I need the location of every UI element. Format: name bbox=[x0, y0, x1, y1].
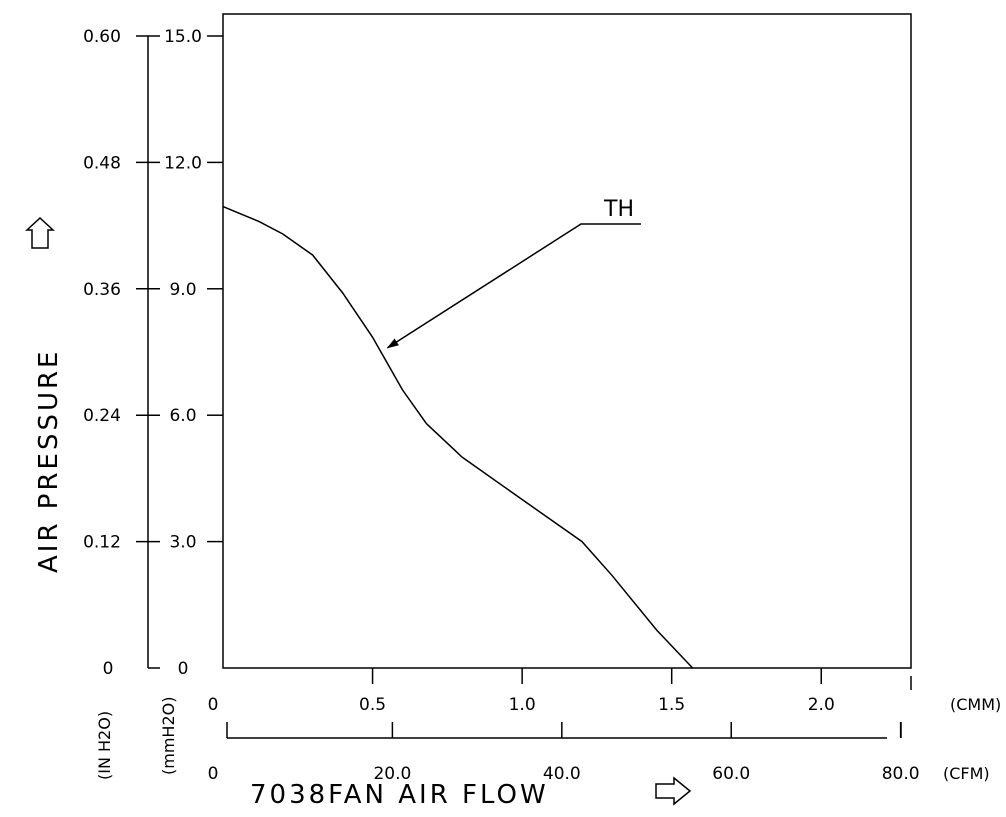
x-tick-primary-label: 1.0 bbox=[509, 695, 536, 715]
x-tick-secondary-label: 80.0 bbox=[882, 764, 920, 784]
right-arrow-icon bbox=[655, 776, 692, 806]
y-tick-primary-label: 12.0 bbox=[164, 153, 202, 173]
y-tick-secondary-label: 0.12 bbox=[83, 533, 121, 553]
x-tick-secondary-label: 20.0 bbox=[373, 764, 411, 784]
y-axis-title: AIR PRESSURE bbox=[34, 349, 64, 574]
x-tick-primary-label: 1.5 bbox=[658, 695, 685, 715]
x-tick-primary-label: 2.0 bbox=[808, 695, 835, 715]
x-tick-primary-label: 0.5 bbox=[359, 695, 386, 715]
x-axis-title: 7038FAN AIR FLOW bbox=[250, 780, 549, 810]
y-tick-secondary-label: 0.36 bbox=[83, 280, 121, 300]
x-unit-secondary-label: (CFM) bbox=[943, 764, 990, 783]
x-tick-secondary-label: 0 bbox=[208, 764, 219, 784]
x-tick-secondary-label: 60.0 bbox=[712, 764, 750, 784]
y-tick-secondary-label: 0 bbox=[103, 659, 114, 679]
y-ticks-secondary: 0 0.12 0.24 0.36 0.48 0.60 bbox=[83, 27, 160, 679]
y-unit-primary-label: (mmH2O) bbox=[159, 697, 178, 775]
y-tick-primary-label: 15.0 bbox=[164, 27, 202, 47]
y-ticks-primary: 0 3.0 6.0 9.0 12.0 15.0 bbox=[164, 27, 223, 679]
y-unit-secondary-label: (IN H2O) bbox=[95, 711, 114, 780]
series-curve-th bbox=[222, 205, 694, 669]
y-tick-secondary-label: 0.24 bbox=[83, 406, 121, 426]
y-tick-primary-label: 6.0 bbox=[169, 406, 196, 426]
y-tick-primary-label: 3.0 bbox=[169, 533, 196, 553]
annotation-leader bbox=[386, 223, 641, 349]
annotation-label: TH bbox=[603, 197, 634, 222]
y-tick-secondary-label: 0.48 bbox=[83, 153, 121, 173]
x-tick-secondary-label: 40.0 bbox=[543, 764, 581, 784]
x-tick-primary-label: 0 bbox=[208, 695, 219, 715]
x-unit-primary-label: (CMM) bbox=[950, 695, 1001, 714]
y-tick-primary-label: 9.0 bbox=[169, 280, 196, 300]
x-ticks-primary: 0 0.5 1.0 1.5 2.0 bbox=[208, 668, 912, 715]
y-tick-secondary-label: 0.60 bbox=[83, 27, 121, 47]
x-ticks-secondary: 0 20.0 40.0 60.0 80.0 bbox=[208, 722, 920, 784]
y-tick-primary-label: 0 bbox=[178, 659, 189, 679]
plot-frame bbox=[222, 13, 912, 669]
up-arrow-icon bbox=[25, 216, 55, 249]
